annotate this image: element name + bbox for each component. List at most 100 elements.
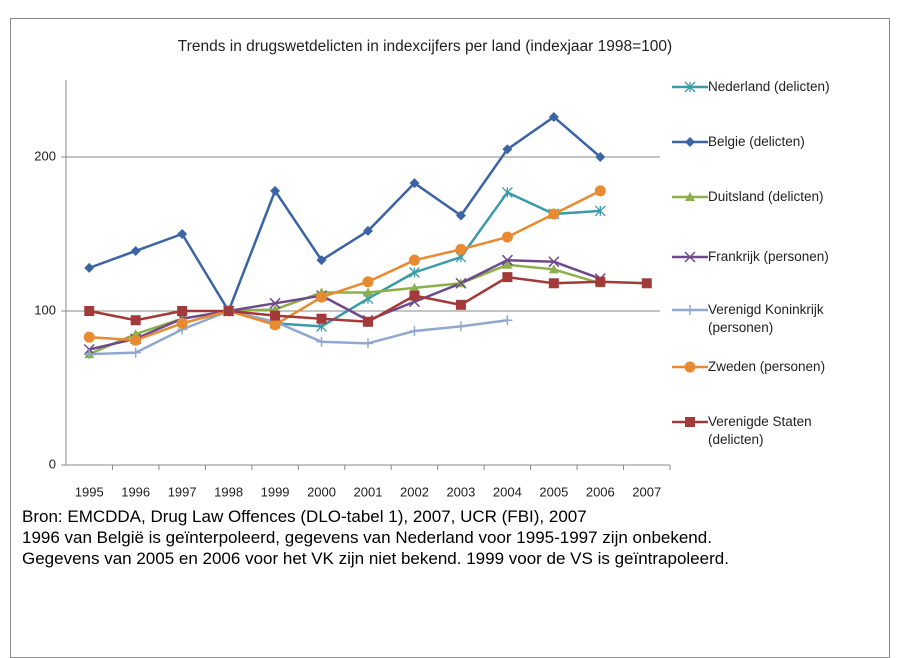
x-tick-label: 2002 (400, 484, 429, 499)
legend-label: Verenigd Koninkrijk (personen) (708, 302, 824, 335)
data-point (501, 186, 513, 198)
series-line (88, 115, 602, 313)
y-tick-label: 100 (34, 302, 56, 317)
x-tick-label: 2000 (307, 484, 336, 499)
data-point (409, 326, 420, 337)
legend-item: Duitsland (delicten) (672, 188, 868, 206)
x-tick-label: 2006 (586, 484, 615, 499)
legend-item: Frankrijk (personen) (672, 248, 868, 266)
data-point (501, 254, 513, 266)
data-point (548, 256, 560, 268)
legend-label: Nederland (delicten) (708, 79, 830, 94)
data-point (594, 185, 606, 197)
note: 1996 van België is geïnterpoleerd, gegev… (22, 528, 712, 547)
data-point (548, 111, 559, 122)
data-point (409, 267, 420, 278)
data-point (455, 321, 466, 332)
x-tick-label: 2001 (354, 484, 383, 499)
legend-swatch (672, 137, 708, 147)
x-tick-label: 1999 (261, 484, 290, 499)
x-tick-label: 1996 (121, 484, 150, 499)
chart-title: Trends in drugswetdelicten in indexcijfe… (178, 38, 672, 55)
data-point (270, 310, 281, 321)
legend-marker (685, 137, 695, 147)
data-point (269, 297, 281, 309)
data-point (270, 185, 281, 196)
legend-label: Zweden (personen) (708, 359, 826, 374)
chart: Trends in drugswetdelicten in indexcijfe… (34, 38, 672, 499)
x-tick-label: 2005 (539, 484, 568, 499)
data-point (316, 313, 327, 324)
data-point (84, 306, 95, 316)
y-tick-label: 0 (49, 456, 56, 471)
data-point (363, 225, 373, 236)
legend-label: Duitsland (delicten) (708, 189, 824, 204)
data-point (502, 272, 513, 283)
data-point (363, 316, 373, 327)
data-point (130, 334, 142, 346)
data-point (84, 262, 95, 273)
data-point (83, 331, 95, 343)
data-point (316, 255, 327, 266)
data-point (641, 278, 652, 289)
data-point (409, 282, 420, 292)
x-tick-label: 1995 (75, 484, 104, 499)
data-point (177, 229, 188, 239)
data-point (455, 210, 466, 221)
legend-swatch (672, 305, 708, 315)
legend-label: Belgie (delicten) (708, 134, 805, 149)
x-tick-label: 2003 (446, 484, 475, 499)
legend-label: Verenigde Staten (delicten) (708, 414, 812, 447)
data-point (502, 315, 513, 326)
x-tick-label: 2004 (493, 484, 522, 499)
data-point (594, 205, 606, 217)
legend-marker (685, 417, 695, 427)
data-point (408, 254, 420, 266)
legend-marker (684, 81, 696, 93)
data-point (176, 317, 188, 329)
data-point (363, 338, 373, 349)
series-line (89, 189, 601, 342)
page: {"chart_data": {"type": "line", "title":… (10, 18, 890, 658)
data-point (595, 276, 606, 287)
data-point (362, 276, 374, 288)
series-line (88, 258, 601, 351)
note: Gegevens van 2005 en 2006 voor het VK zi… (22, 549, 729, 568)
data-point (455, 243, 467, 255)
data-point (130, 315, 141, 326)
legend-swatch (672, 361, 708, 373)
data-point (84, 349, 95, 360)
data-point (455, 299, 466, 310)
y-tick-label: 200 (34, 148, 56, 163)
legend-marker (685, 305, 695, 315)
note: Bron: EMCDDA, Drug Law Offences (DLO-tab… (22, 507, 587, 526)
legend-swatch (672, 251, 708, 263)
data-point (501, 231, 513, 243)
legend-item: Zweden (personen) (672, 358, 868, 376)
legend-marker (685, 192, 695, 201)
data-point (455, 277, 467, 289)
x-tick-label: 1997 (168, 484, 197, 499)
legend-marker (684, 251, 696, 263)
data-point (316, 291, 328, 303)
data-point (548, 278, 559, 289)
data-point (177, 306, 188, 316)
data-point (130, 245, 141, 256)
data-point (316, 336, 327, 347)
legend-item: Belgie (delicten) (672, 133, 868, 151)
data-point (269, 319, 281, 331)
x-tick-label: 1998 (214, 484, 243, 499)
legend-item: Verenigde Staten (delicten) (672, 413, 868, 449)
x-tick-label: 2007 (632, 484, 661, 499)
data-point (223, 306, 234, 316)
notes: Bron: EMCDDA, Drug Law Offences (DLO-tab… (22, 506, 862, 569)
data-point (363, 287, 373, 297)
legend-label: Frankrijk (personen) (708, 249, 829, 264)
data-point (548, 208, 560, 220)
data-point (548, 264, 559, 274)
data-point (502, 259, 513, 269)
data-point (130, 347, 141, 358)
data-point (595, 152, 606, 162)
data-point (409, 290, 420, 301)
data-point (502, 144, 513, 155)
